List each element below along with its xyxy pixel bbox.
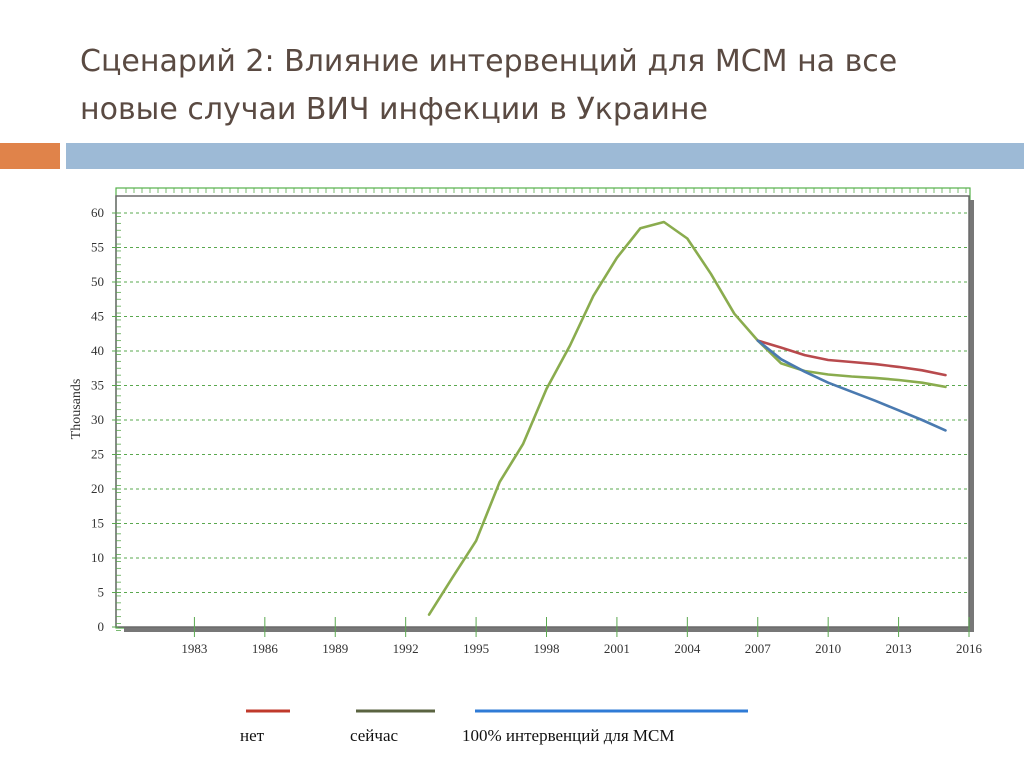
- x-tick-label: 1983: [181, 641, 207, 656]
- series-line-1: [427, 220, 947, 616]
- legend-label: 100% интервенций для МСМ: [462, 726, 674, 745]
- y-tick-label: 25: [91, 447, 104, 462]
- slide-title-line-1: Сценарий 2: Влияние интервенций для МСМ …: [80, 44, 898, 79]
- x-tick-label: 1995: [463, 641, 489, 656]
- y-tick-label: 5: [98, 585, 105, 600]
- x-tick-label: 2013: [886, 641, 912, 656]
- x-tick-label: 1989: [322, 641, 348, 656]
- y-tick-label: 0: [98, 619, 105, 634]
- x-axis-ticks: 1983 1986 1989 1992 1995 1998 2001 2004 2007 2010…: [181, 617, 983, 656]
- plot-area: [115, 195, 970, 628]
- y-tick-label: 15: [91, 516, 104, 531]
- plot-shadow-right: [969, 200, 974, 632]
- legend: нет сейчас 100% интервенций для МСМ: [240, 709, 748, 745]
- legend-label: сейчас: [350, 726, 398, 745]
- x-tick-label: 2007: [745, 641, 772, 656]
- y-axis-ticks: 0 5 10 15 20 25 30 35 40 45 50 55 60: [91, 205, 118, 634]
- x-tick-label: 1986: [252, 641, 279, 656]
- y-tick-label: 20: [91, 481, 104, 496]
- y-tick-label: 35: [91, 378, 104, 393]
- grid-layer: [118, 212, 969, 593]
- y-tick-label: 45: [91, 309, 104, 324]
- x-tick-label: 1992: [393, 641, 419, 656]
- x-tick-label: 2004: [674, 641, 701, 656]
- y-tick-label: 55: [91, 240, 104, 255]
- x-tick-label: 2016: [956, 641, 983, 656]
- series-line-3: [756, 339, 947, 432]
- x-tick-label: 2001: [604, 641, 630, 656]
- legend-label: нет: [240, 726, 265, 745]
- series-layer: [427, 220, 947, 616]
- y-tick-label: 50: [91, 274, 104, 289]
- x-tick-label: 2010: [815, 641, 841, 656]
- slide-title-line-2: новые случаи ВИЧ инфекции в Украине: [80, 92, 708, 127]
- y-tick-label: 30: [91, 412, 104, 427]
- y-axis-label: Thousands: [69, 379, 84, 440]
- series-line-2: [756, 339, 947, 377]
- y-tick-label: 10: [91, 550, 104, 565]
- frame-ticks: [116, 188, 967, 631]
- x-tick-label: 1998: [534, 641, 560, 656]
- slide-title: Сценарий 2: Влияние интервенций для МСМ …: [80, 38, 980, 134]
- chart-frame: [115, 187, 971, 629]
- y-tick-label: 60: [91, 205, 104, 220]
- accent-bar-blue: [66, 143, 1024, 169]
- accent-bar-orange: [0, 143, 60, 169]
- plot-shadow-bottom: [124, 627, 974, 632]
- y-tick-label: 40: [91, 343, 104, 358]
